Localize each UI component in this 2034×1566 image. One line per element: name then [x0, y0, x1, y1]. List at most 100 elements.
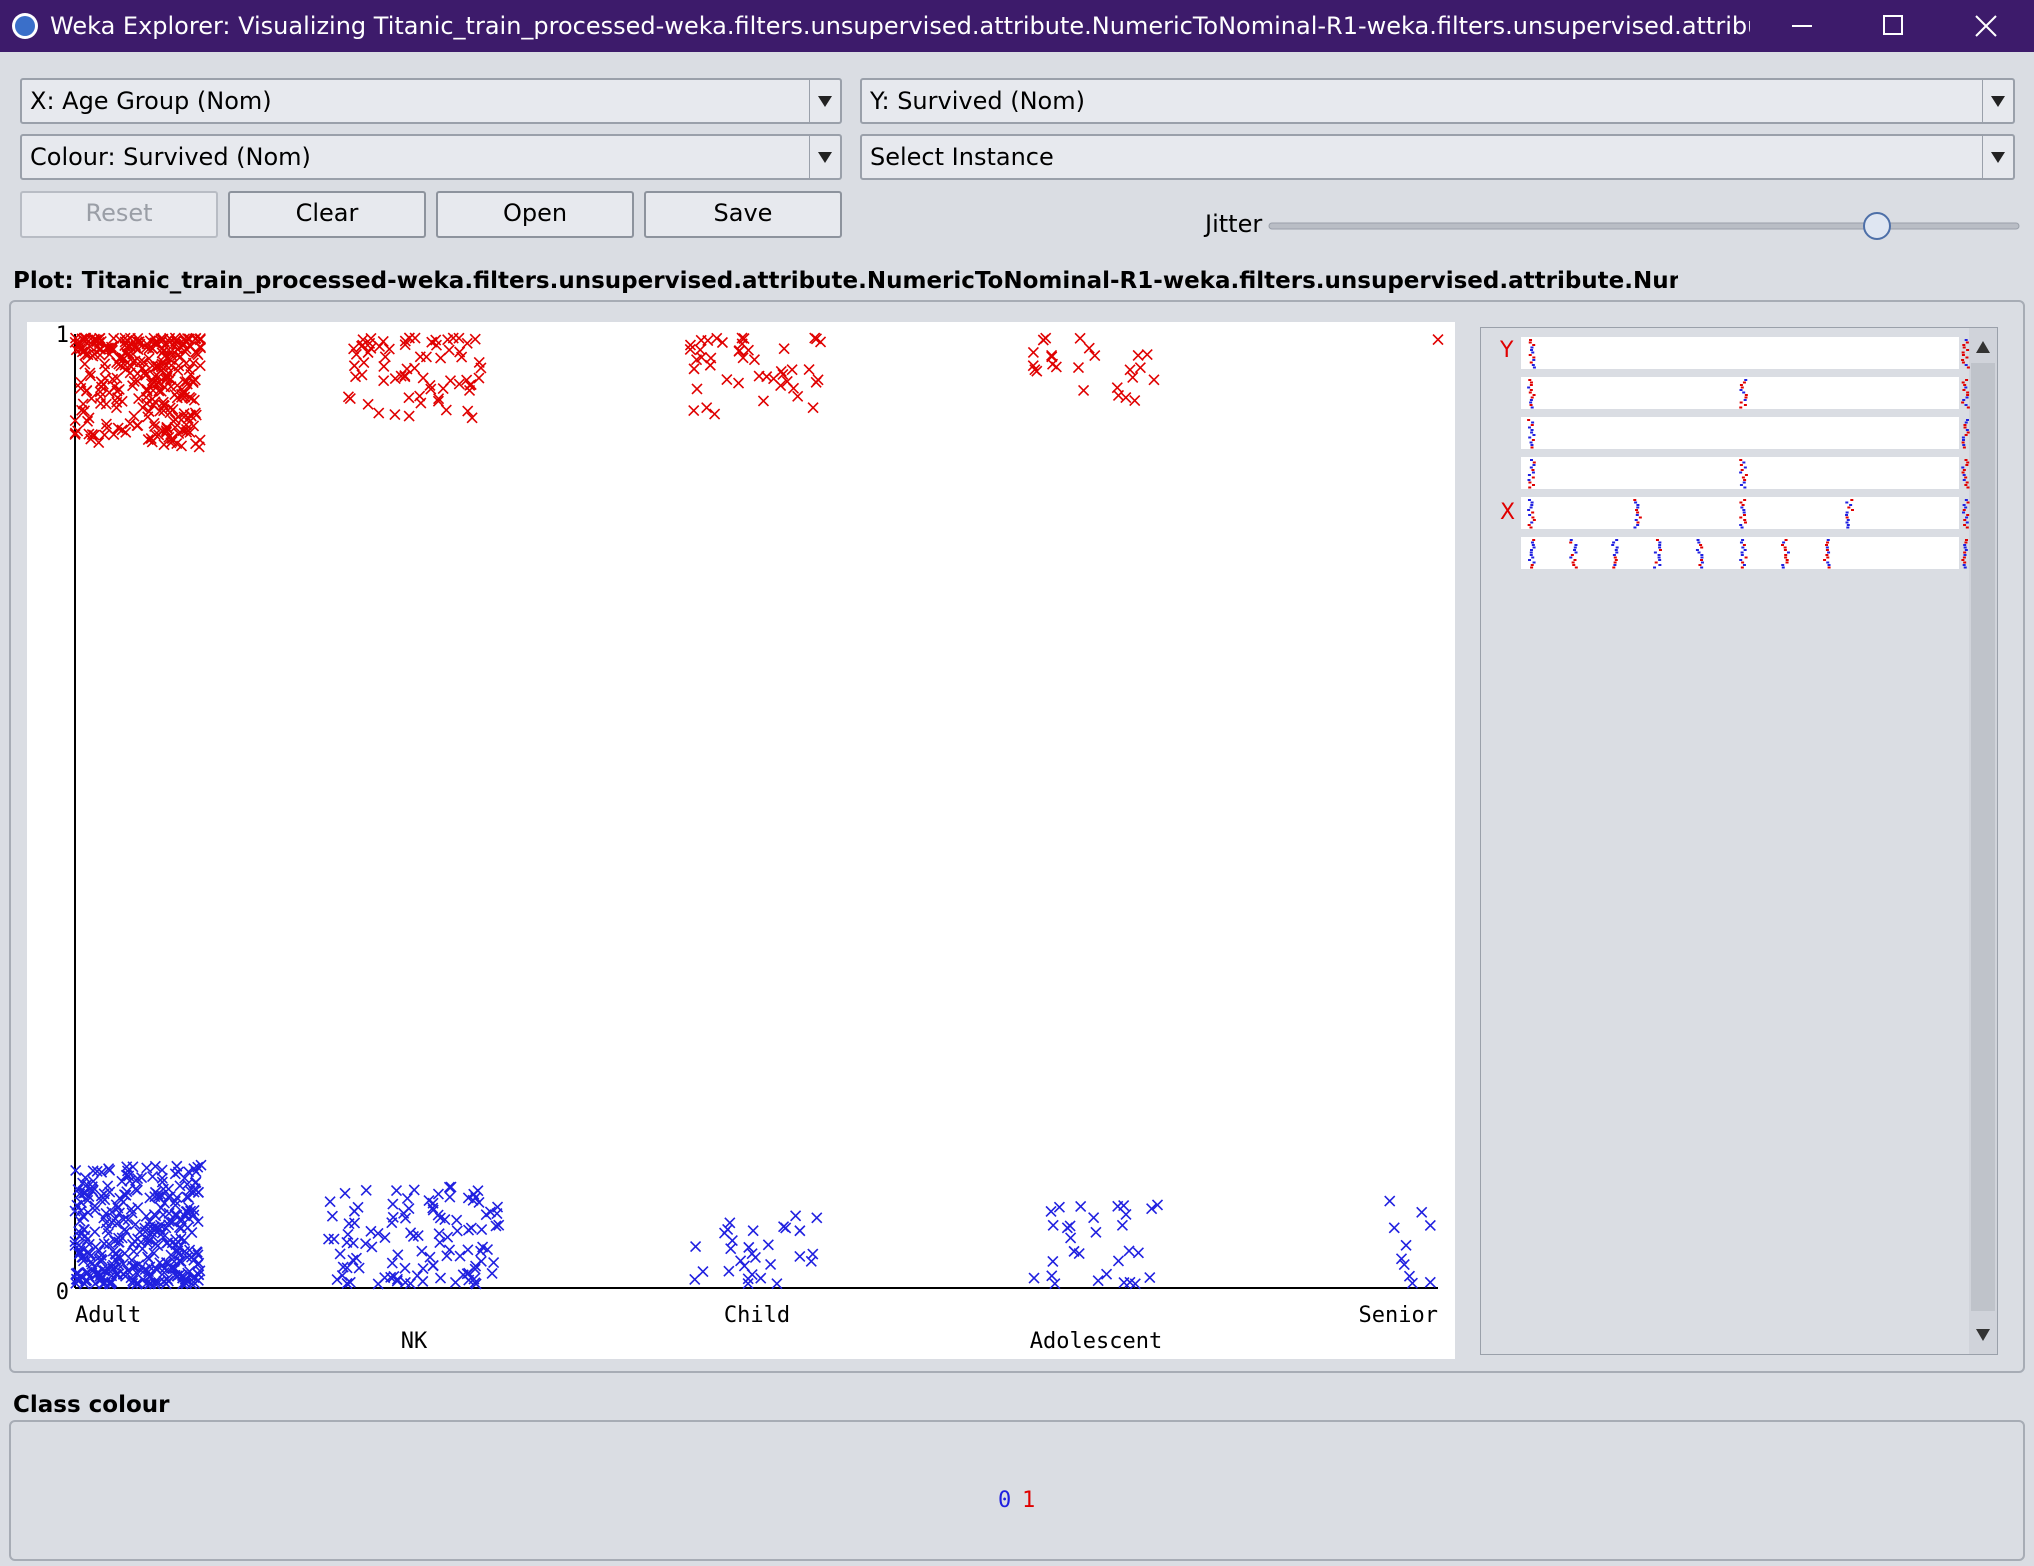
strip-dot [1740, 386, 1744, 389]
point [94, 343, 106, 355]
strip-dot [1527, 474, 1531, 476]
strip-dot [1739, 401, 1743, 404]
point [794, 1250, 806, 1262]
point [775, 380, 787, 392]
point [443, 1244, 456, 1256]
point [476, 1224, 488, 1236]
point [72, 425, 84, 437]
attribute-panel: Y X [1480, 327, 1998, 1355]
point [1075, 1200, 1087, 1213]
strip-dot [1744, 474, 1748, 476]
point [112, 1250, 125, 1262]
point [80, 1267, 92, 1279]
window-controls[interactable] [1780, 0, 2034, 52]
class-label[interactable]: 1 [1022, 1488, 1035, 1513]
strip-dot [1529, 554, 1533, 556]
point [463, 1267, 475, 1279]
point [102, 1227, 114, 1240]
point [1045, 1205, 1057, 1217]
point [79, 1172, 91, 1184]
point [350, 1252, 362, 1264]
point [183, 1202, 195, 1214]
strip-dot [1961, 359, 1965, 361]
strip-dot [1966, 501, 1970, 504]
colour-select[interactable]: Colour: Survived (Nom) [20, 134, 842, 180]
y-axis-select[interactable]: Y: Survived (Nom) [860, 78, 2015, 124]
save-button[interactable]: Save [644, 191, 842, 238]
point [171, 1191, 183, 1204]
strip-dot [1635, 509, 1639, 511]
point [112, 1236, 124, 1248]
strip-dot [1636, 524, 1640, 526]
x-axis-select[interactable]: X: Age Group (Nom) [20, 78, 842, 124]
point [403, 392, 415, 404]
point [195, 1159, 207, 1171]
class-label[interactable]: 0 [998, 1488, 1011, 1513]
instance-select[interactable]: Select Instance [860, 134, 2015, 180]
strip-dot [1612, 541, 1616, 544]
point [334, 1248, 346, 1260]
point [742, 1277, 754, 1290]
point [433, 1228, 445, 1240]
clear-button[interactable]: Clear [228, 191, 426, 238]
point [102, 1180, 114, 1192]
point [136, 1171, 148, 1184]
dropdown-arrow [809, 80, 832, 122]
point [395, 370, 407, 382]
strip-dot [1826, 539, 1830, 541]
point [77, 1210, 89, 1222]
strip-dot [1963, 524, 1967, 526]
point [814, 336, 827, 348]
point [372, 1227, 384, 1240]
strip-dot [1615, 551, 1619, 554]
point [188, 394, 200, 406]
jitter-slider[interactable] [1265, 208, 2025, 244]
point [120, 426, 132, 438]
point [1112, 1255, 1125, 1267]
strip-dot [1530, 346, 1534, 349]
strip-dot [1966, 514, 1970, 516]
point [141, 338, 153, 350]
strip-dot [1653, 551, 1657, 554]
strip-dot [1742, 544, 1746, 546]
point [807, 1248, 819, 1260]
point [88, 333, 101, 345]
point [1127, 371, 1139, 383]
strip-dot [1527, 386, 1531, 389]
point [141, 1162, 153, 1174]
strip-dot [1961, 381, 1965, 384]
point [82, 1194, 94, 1206]
point [80, 348, 92, 361]
point [344, 1276, 356, 1288]
strip-dot [1964, 539, 1968, 541]
point [709, 408, 721, 420]
point [701, 402, 713, 414]
point [70, 1164, 82, 1177]
point [1065, 1232, 1077, 1244]
strip-dot [1740, 551, 1744, 554]
instance-label: Select Instance [870, 143, 1054, 171]
point [1092, 1275, 1104, 1287]
point [453, 332, 465, 344]
strip-dot [1961, 436, 1965, 439]
point [353, 1262, 365, 1274]
point [486, 1267, 498, 1280]
point [178, 338, 190, 350]
point [96, 1264, 108, 1276]
point [172, 364, 184, 377]
point [156, 1176, 168, 1188]
strip-dot [1850, 499, 1854, 501]
point [132, 344, 144, 356]
strip-dot [1825, 546, 1829, 549]
point [365, 342, 377, 354]
class-legend: 0 1 [998, 1488, 1035, 1513]
open-button[interactable]: Open [436, 191, 634, 238]
point [465, 1222, 477, 1234]
strip-dot [1739, 484, 1743, 486]
point [762, 1239, 774, 1251]
point [781, 375, 793, 388]
strip-dot [1529, 401, 1533, 404]
strip-dot [1742, 391, 1746, 394]
strip-dot [1572, 564, 1576, 566]
strip-dot [1527, 524, 1531, 526]
